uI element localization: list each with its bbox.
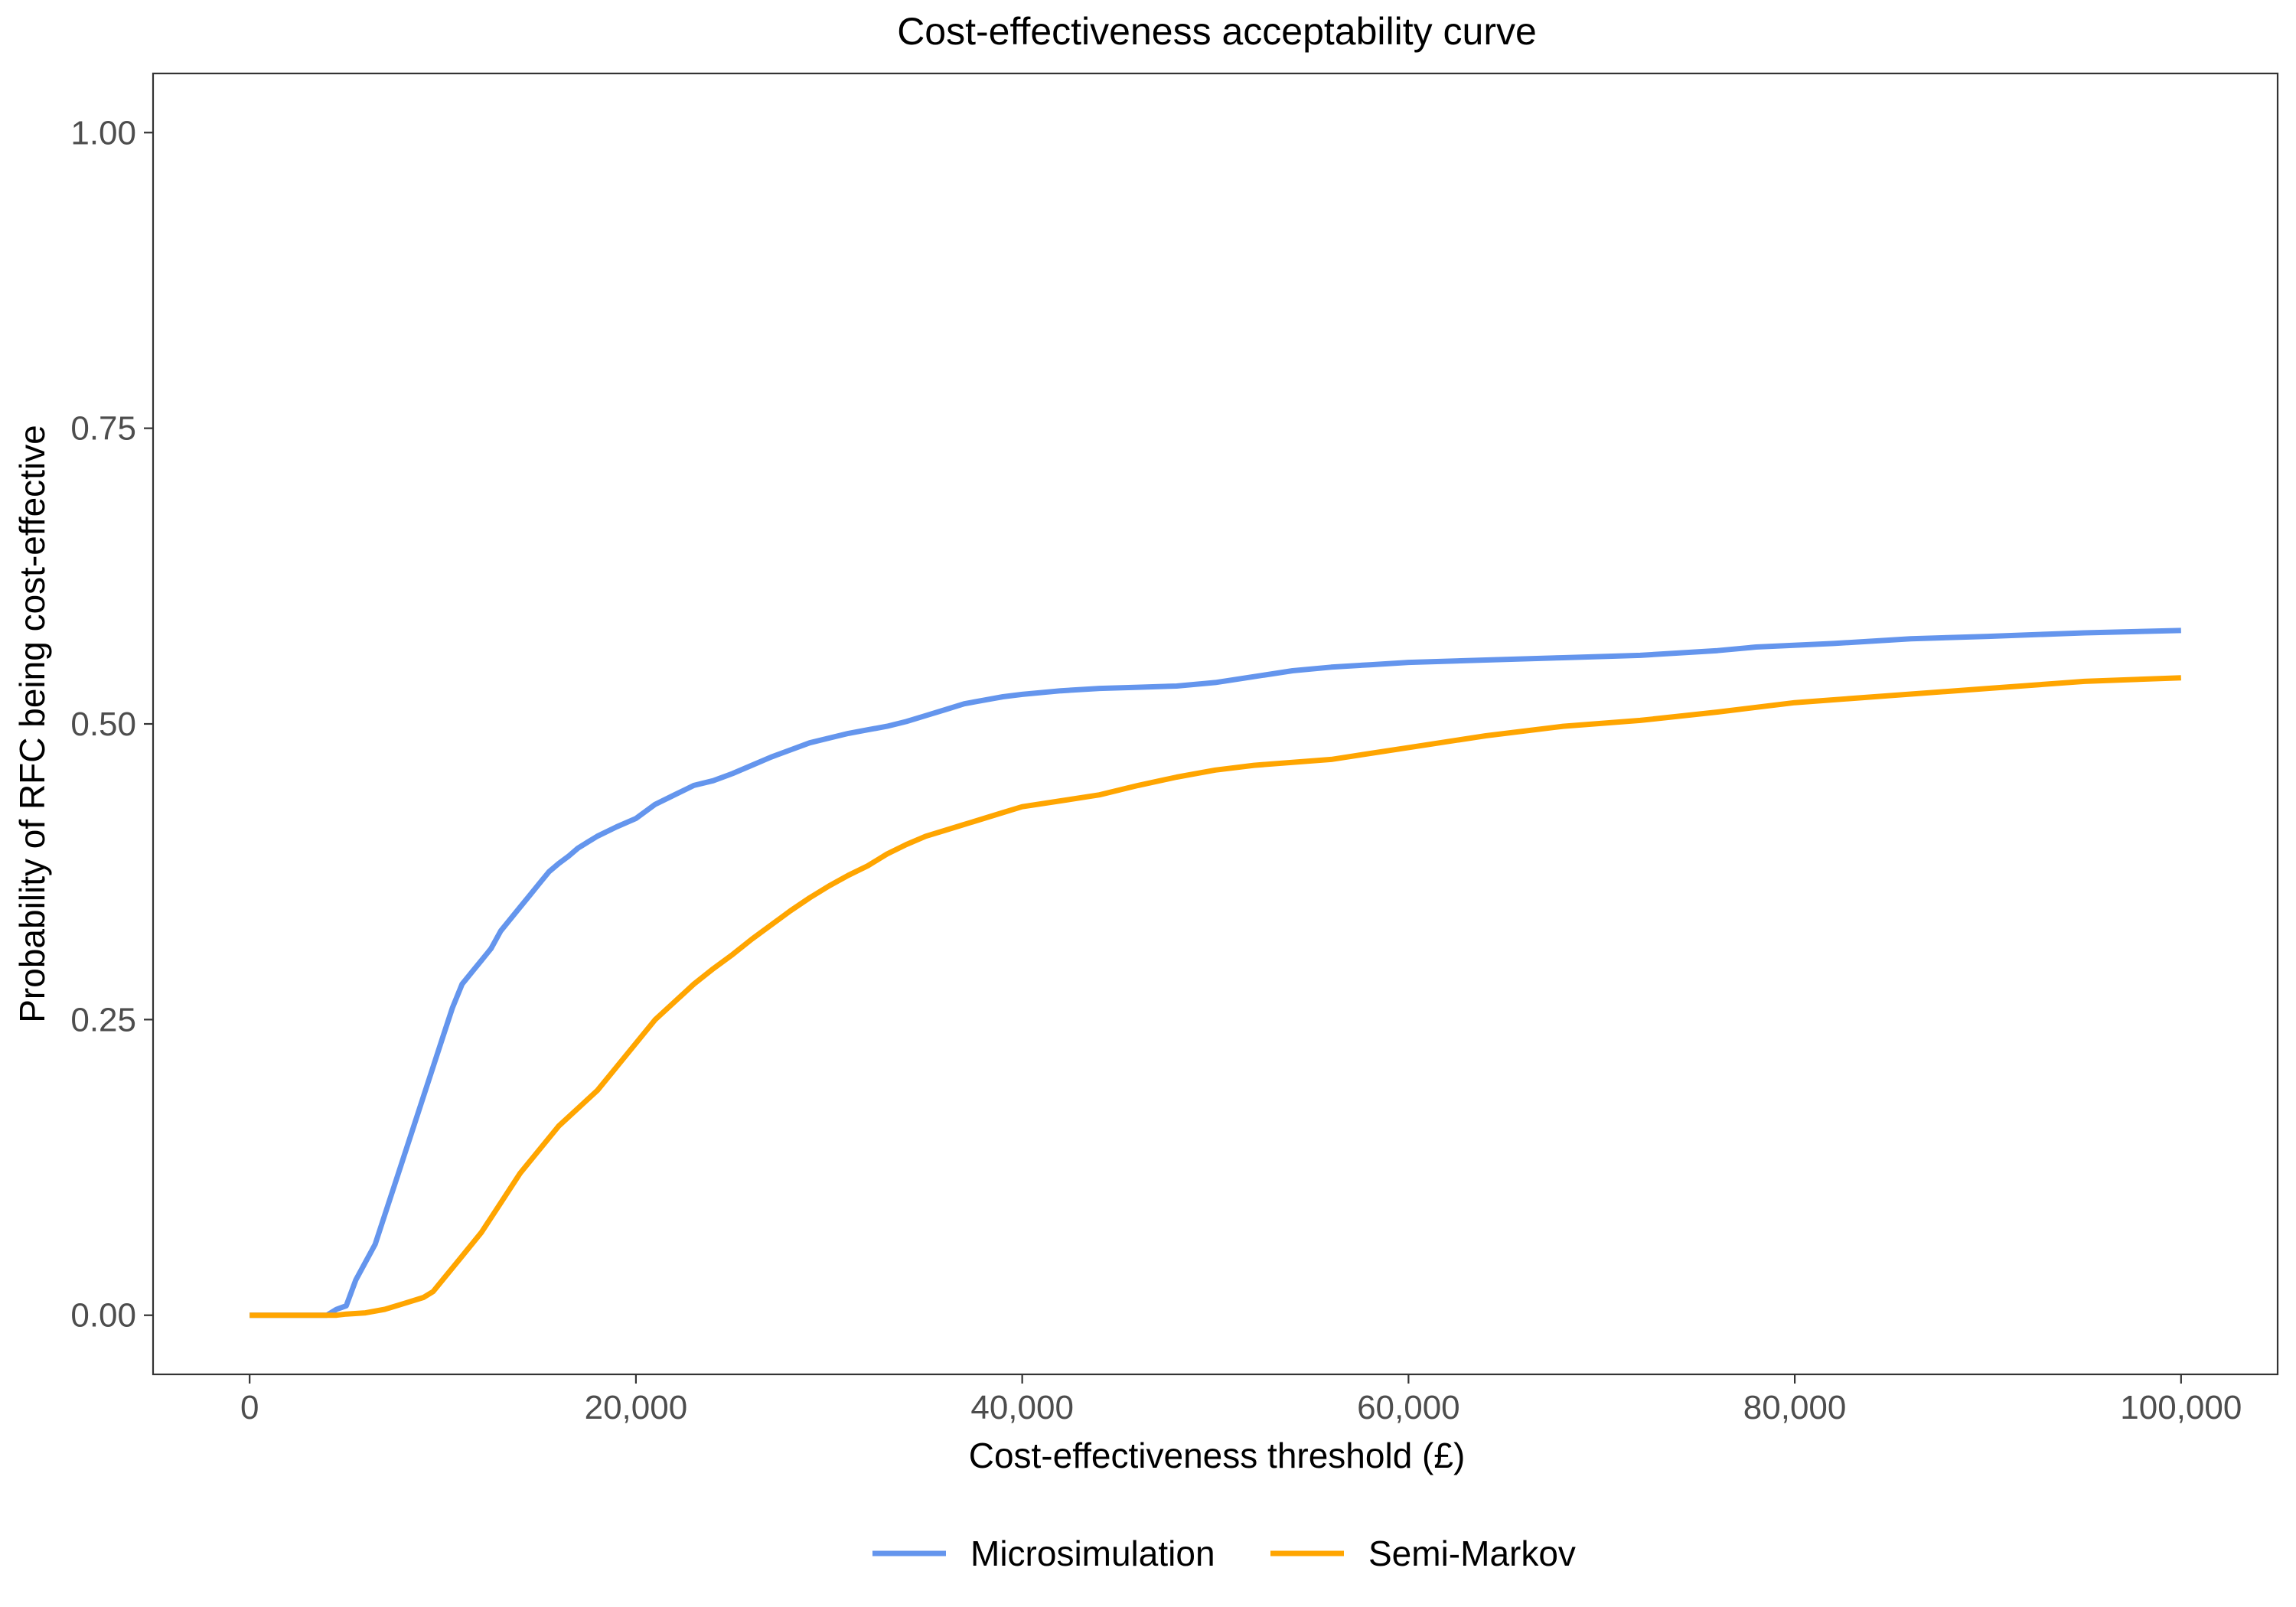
x-tick-label: 60,000 xyxy=(1357,1389,1460,1426)
y-axis: 0.00 0.25 0.50 0.75 1.00 xyxy=(70,114,153,1335)
series-line-microsimulation xyxy=(249,627,2181,1319)
legend-label-microsimulation: Microsimulation xyxy=(970,1534,1215,1573)
y-tick-label: 0.25 xyxy=(70,1001,136,1038)
legend: Microsimulation Semi-Markov xyxy=(872,1534,1576,1573)
x-axis: 0 20,000 40,000 60,000 80,000 100,000 xyxy=(240,1374,2242,1426)
plot-panel xyxy=(152,72,2279,1376)
y-tick-label: 1.00 xyxy=(70,114,136,152)
series-line-semi-markov xyxy=(249,675,2181,1319)
y-tick-label: 0.75 xyxy=(70,410,136,448)
plot-border xyxy=(152,72,2279,1376)
chart-title: Cost-effectiveness acceptability curve xyxy=(897,10,1537,53)
x-tick-label: 80,000 xyxy=(1743,1389,1847,1426)
x-tick-label: 20,000 xyxy=(585,1389,688,1426)
x-tick-label: 0 xyxy=(240,1389,259,1426)
series-layer xyxy=(249,627,2181,1319)
x-tick-label: 40,000 xyxy=(970,1389,1074,1426)
x-axis-title: Cost-effectiveness threshold (£) xyxy=(969,1436,1466,1475)
x-tick-label: 100,000 xyxy=(2120,1389,2242,1426)
y-tick-label: 0.50 xyxy=(70,706,136,743)
y-tick-label: 0.00 xyxy=(70,1297,136,1335)
legend-label-semi-markov: Semi-Markov xyxy=(1368,1534,1576,1573)
y-axis-title: Probability of RFC being cost-effective xyxy=(12,425,52,1023)
